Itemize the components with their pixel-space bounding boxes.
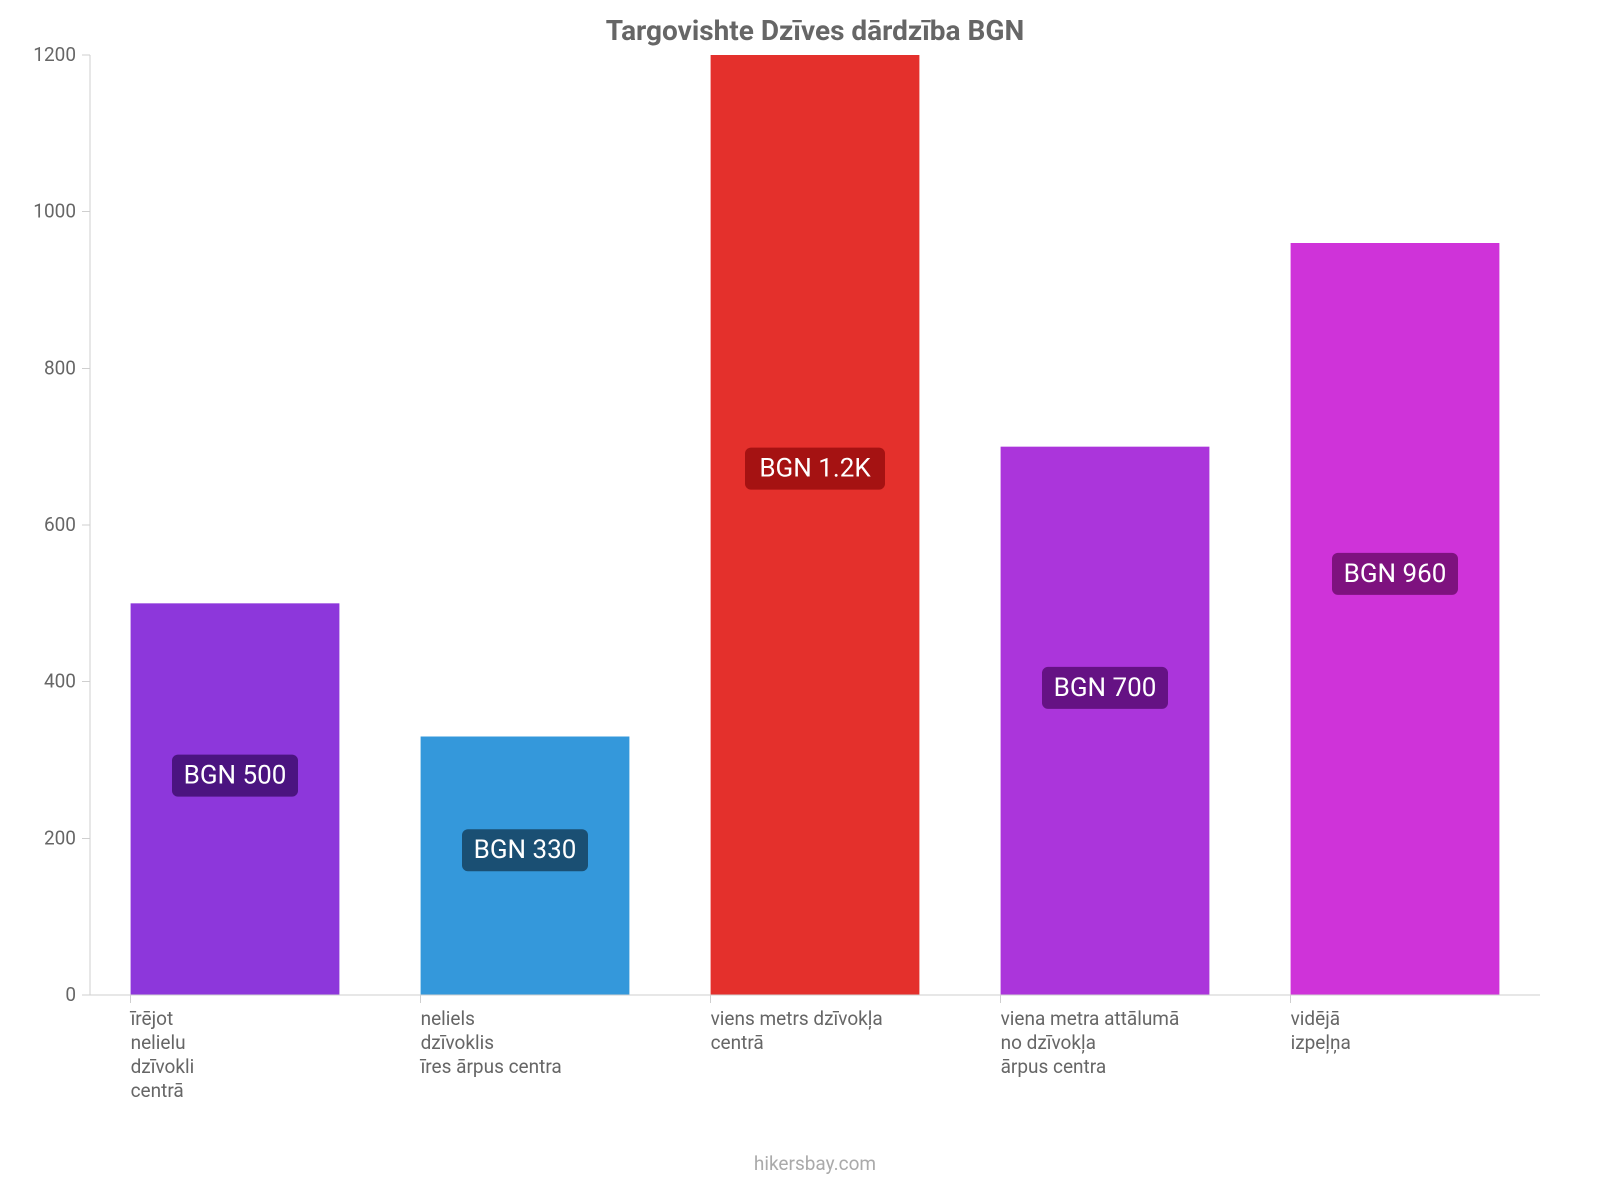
bar bbox=[711, 55, 920, 995]
ytick-label: 1200 bbox=[33, 43, 76, 66]
chart-container: Targovishte Dzīves dārdzība BGN 0 200 400 6… bbox=[0, 0, 1600, 1200]
bars-group bbox=[131, 55, 1500, 995]
x-axis: īrējotnelieludzīvoklicentrā nelielsdzīvok… bbox=[130, 995, 1351, 1102]
ytick-label: 400 bbox=[44, 670, 76, 693]
bar-chart: Targovishte Dzīves dārdzība BGN 0 200 400 6… bbox=[0, 0, 1600, 1200]
value-label-text: BGN 700 bbox=[1054, 673, 1157, 703]
chart-title: Targovishte Dzīves dārdzība BGN bbox=[606, 14, 1024, 47]
y-axis: 0 200 400 600 800 1000 1200 bbox=[33, 43, 90, 1006]
value-label-text: BGN 330 bbox=[474, 835, 577, 865]
bar bbox=[1291, 243, 1500, 995]
ytick-label: 1000 bbox=[33, 200, 76, 223]
ytick-label: 200 bbox=[44, 826, 76, 849]
bar bbox=[1001, 447, 1210, 995]
xtick-label: nelielsdzīvoklisīres ārpus centra bbox=[420, 1007, 562, 1078]
xtick-label: vidējāizpeļņa bbox=[1291, 1007, 1351, 1054]
value-label-text: BGN 1.2K bbox=[759, 453, 871, 483]
ytick-label: 800 bbox=[44, 356, 76, 379]
xtick-label: īrējotnelieludzīvoklicentrā bbox=[130, 1007, 195, 1102]
bar bbox=[131, 603, 340, 995]
value-label-text: BGN 960 bbox=[1344, 559, 1447, 589]
ytick-label: 600 bbox=[44, 513, 76, 536]
xtick-label: viens metrs dzīvokļacentrā bbox=[711, 1007, 883, 1054]
value-label-text: BGN 500 bbox=[184, 761, 287, 791]
attribution: hikersbay.com bbox=[754, 1152, 876, 1175]
ytick-label: 0 bbox=[65, 983, 76, 1006]
xtick-label: viena metra attālumāno dzīvokļaārpus cen… bbox=[1001, 1007, 1180, 1078]
